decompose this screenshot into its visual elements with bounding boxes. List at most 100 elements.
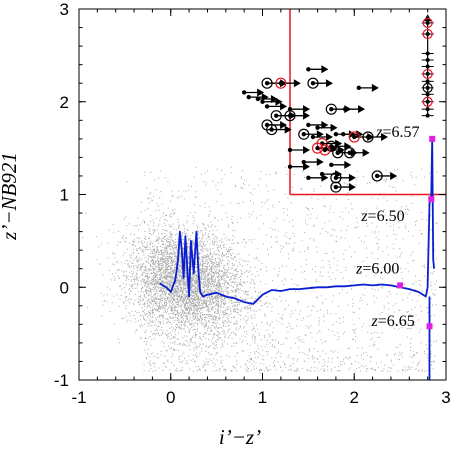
object-dot: [310, 134, 316, 140]
y-tick-label: 1: [60, 186, 69, 205]
object-point: [330, 181, 356, 193]
redshift-label-value: =6.50: [368, 208, 405, 225]
lower-limit-arrowhead: [321, 173, 329, 182]
lower-limit-arrowhead: [348, 173, 356, 182]
object-dot: [264, 104, 270, 109]
column-object-point: [421, 58, 434, 63]
object-dot: [425, 99, 430, 104]
object-dot: [374, 173, 380, 179]
object-dot: [246, 94, 251, 100]
object-dot: [425, 58, 430, 63]
column-object-point: [421, 92, 434, 97]
object-dot: [241, 90, 247, 95]
object-point: [275, 77, 301, 89]
object-dot: [329, 106, 334, 112]
object-ring: [330, 181, 342, 193]
object-ring: [275, 77, 287, 89]
object-dot: [425, 64, 430, 69]
object-point: [264, 102, 288, 111]
object-point: [301, 158, 324, 167]
track-line: [159, 137, 435, 305]
x-tick-label: -1: [71, 388, 86, 407]
redshift-label-z: z: [355, 260, 363, 277]
object-point: [266, 123, 292, 136]
lower-limit-arrowhead: [344, 142, 352, 151]
object-dot: [425, 113, 430, 118]
object-points: [241, 14, 434, 193]
object-point: [284, 110, 311, 122]
object-dot: [333, 184, 339, 190]
object-dot: [333, 132, 339, 137]
object-point: [298, 128, 324, 140]
object-dot: [425, 79, 430, 84]
lower-limit-arrowhead: [316, 130, 324, 139]
column-object-point: [421, 96, 434, 107]
object-ring: [362, 131, 374, 143]
object-ring: [319, 144, 331, 156]
object-ring: [270, 110, 282, 122]
lower-limit-arrowhead: [356, 130, 364, 139]
lower-limit-arrowhead: [280, 102, 288, 111]
redshift-label-z: z: [360, 208, 368, 225]
object-dot: [365, 134, 371, 140]
object-point: [306, 173, 329, 182]
lower-limit-arrowhead: [303, 105, 311, 114]
object-ring: [325, 103, 337, 115]
object-dot: [335, 150, 340, 155]
y-tick-label: 0: [60, 278, 69, 297]
lower-limit-arrowhead: [303, 145, 311, 154]
object-dot: [301, 159, 306, 165]
object-ring: [311, 142, 324, 154]
object-dot: [287, 147, 293, 153]
object-dot: [315, 125, 320, 130]
object-dot: [264, 81, 270, 86]
redshift-marker: [429, 135, 436, 142]
column-object-point: [421, 68, 434, 80]
lower-limit-arrowhead: [358, 105, 366, 114]
x-tick-label: 3: [441, 388, 450, 407]
object-dot: [425, 92, 430, 97]
object-dot: [287, 164, 293, 169]
lower-limit-arrowhead: [348, 183, 356, 192]
object-ring: [330, 172, 342, 184]
x-tick-label: 0: [166, 388, 175, 407]
object-point: [341, 130, 364, 139]
object-dot: [269, 127, 274, 132]
column-up-arrowhead: [423, 14, 432, 22]
object-dot: [315, 145, 320, 151]
lower-limit-arrowhead: [280, 120, 288, 129]
lower-limit-arrowhead: [303, 111, 311, 120]
object-dot: [347, 150, 352, 155]
object-dot: [329, 162, 334, 168]
object-point: [342, 105, 366, 114]
column-object-point: [421, 51, 434, 56]
redshift-label-z: z: [375, 124, 383, 141]
object-point: [287, 145, 311, 154]
background-points: [82, 166, 438, 374]
object-point: [329, 160, 352, 169]
lower-limit-arrowhead: [284, 125, 292, 134]
lower-limit-arrowhead: [371, 83, 379, 92]
object-ring: [348, 131, 360, 143]
object-dot: [425, 20, 430, 25]
object-dot: [306, 175, 311, 181]
lower-limit-arrowhead: [257, 88, 265, 97]
lower-limit-arrowhead: [381, 132, 389, 141]
object-dot: [341, 132, 346, 137]
object-dot: [310, 81, 316, 86]
object-ring: [298, 128, 310, 140]
object-ring: [422, 68, 433, 80]
object-dot: [255, 96, 261, 102]
object-dot: [274, 113, 279, 118]
object-ring: [284, 110, 296, 122]
object-dot: [306, 67, 311, 72]
object-point: [306, 120, 329, 129]
y-tick-label: -1: [54, 371, 69, 390]
object-ring: [422, 28, 433, 40]
redshift-marker: [426, 323, 433, 330]
object-dot: [425, 85, 430, 90]
object-point: [362, 131, 389, 143]
x-tick-label: 2: [350, 388, 359, 407]
redshift-marker: [428, 196, 435, 203]
